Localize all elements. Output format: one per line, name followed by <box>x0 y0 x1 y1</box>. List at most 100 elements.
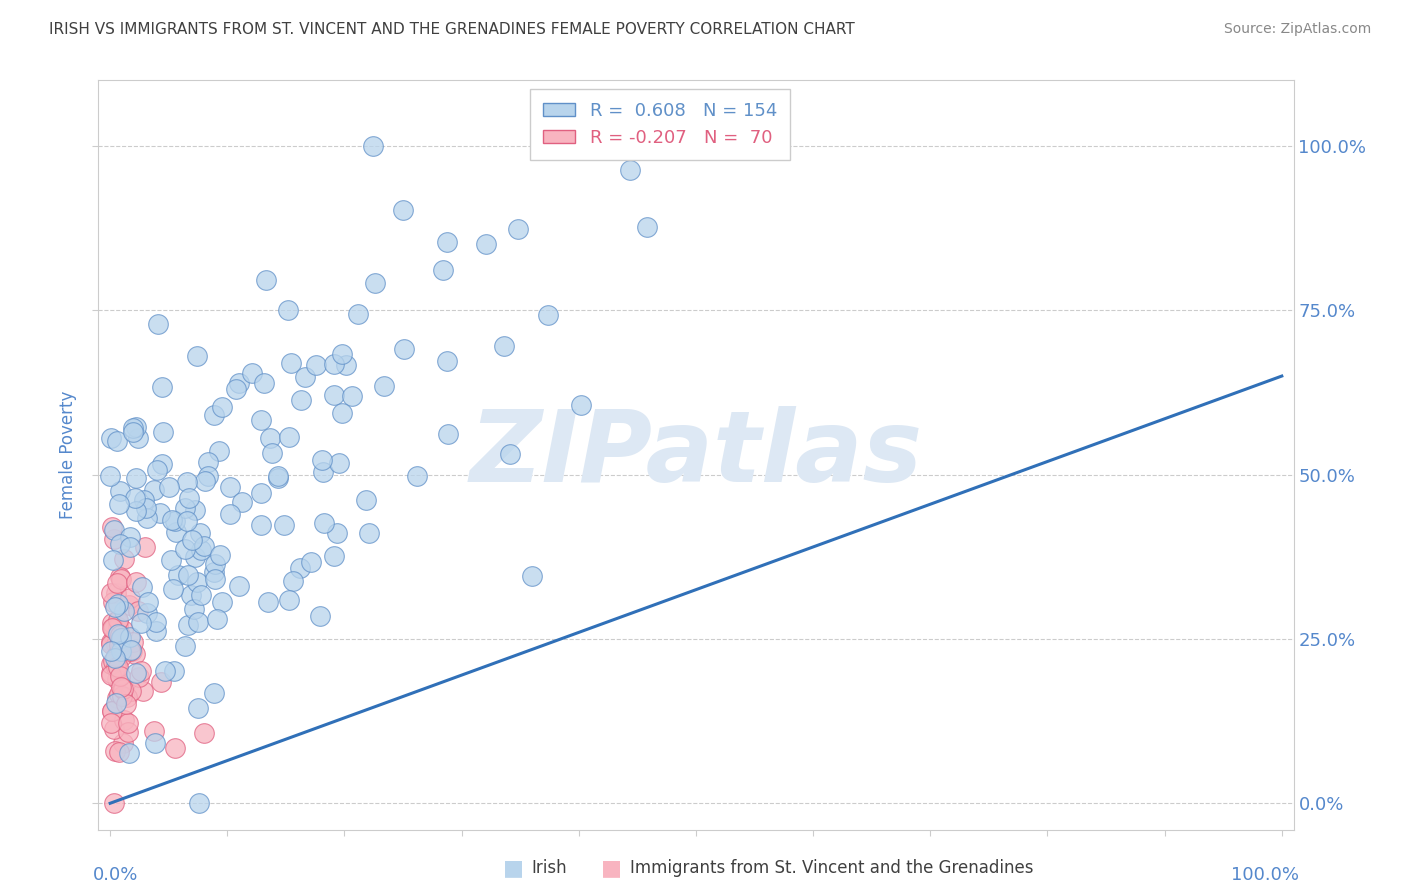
Point <box>145 624 167 638</box>
Point <box>129 616 152 631</box>
Point <box>104 586 127 600</box>
Point <box>326 525 349 540</box>
Point <box>136 606 159 620</box>
Point <box>280 356 302 370</box>
Point <box>100 431 122 445</box>
Point <box>197 455 219 469</box>
Text: ■: ■ <box>503 858 523 878</box>
Point <box>260 445 283 459</box>
Text: 0.0%: 0.0% <box>93 865 138 883</box>
Point <box>110 632 132 646</box>
Point <box>181 533 204 548</box>
Point <box>145 463 167 477</box>
Point <box>104 600 127 615</box>
Point <box>186 350 208 364</box>
Point <box>136 595 159 609</box>
Point <box>569 398 592 412</box>
Point <box>499 447 522 461</box>
Point <box>104 650 127 665</box>
Point <box>120 591 142 606</box>
Legend: R =  0.608   N = 154, R = -0.207   N =  70: R = 0.608 N = 154, R = -0.207 N = 70 <box>530 89 790 160</box>
Point <box>231 494 253 508</box>
Point <box>143 736 166 750</box>
Point <box>187 615 209 629</box>
Point <box>277 593 299 607</box>
Point <box>330 347 353 361</box>
Point <box>108 497 131 511</box>
Point <box>475 237 498 252</box>
Point <box>112 552 135 566</box>
Point <box>107 659 129 673</box>
Point <box>218 480 240 494</box>
Point <box>323 388 346 402</box>
Point <box>132 684 155 698</box>
Point <box>100 666 122 681</box>
Text: Immigrants from St. Vincent and the Grenadines: Immigrants from St. Vincent and the Gren… <box>630 859 1033 877</box>
Point <box>267 469 290 483</box>
Point <box>104 637 127 651</box>
Point <box>101 704 124 718</box>
Text: IRISH VS IMMIGRANTS FROM ST. VINCENT AND THE GRENADINES FEMALE POVERTY CORRELATI: IRISH VS IMMIGRANTS FROM ST. VINCENT AND… <box>49 22 855 37</box>
Point <box>166 567 188 582</box>
Point <box>120 630 142 644</box>
Point <box>101 616 124 631</box>
Point <box>112 604 135 618</box>
Point <box>110 680 132 694</box>
Point <box>118 529 141 543</box>
Point <box>202 686 225 700</box>
Point <box>312 465 335 479</box>
Point <box>288 561 311 575</box>
Point <box>143 723 166 738</box>
Point <box>328 456 350 470</box>
Point <box>194 475 217 489</box>
Point <box>112 736 135 750</box>
Point <box>120 643 142 657</box>
Point <box>228 376 250 390</box>
Point <box>160 553 183 567</box>
Point <box>208 548 231 562</box>
Point <box>373 379 395 393</box>
Point <box>294 369 316 384</box>
Point <box>432 262 454 277</box>
Point <box>117 690 139 704</box>
Point <box>187 701 209 715</box>
Point <box>202 565 225 579</box>
Point <box>100 585 122 599</box>
Point <box>108 570 131 584</box>
Point <box>134 541 156 555</box>
Point <box>283 574 305 589</box>
Point <box>257 595 280 609</box>
Point <box>174 542 197 557</box>
Point <box>107 597 129 611</box>
Point <box>177 491 200 505</box>
Point <box>103 553 125 567</box>
Point <box>250 517 273 532</box>
Point <box>118 598 141 612</box>
Point <box>149 506 172 520</box>
Point <box>359 526 381 541</box>
Point <box>208 443 231 458</box>
Point <box>103 722 125 736</box>
Point <box>108 687 131 701</box>
Point <box>100 643 122 657</box>
Point <box>100 637 122 651</box>
Point <box>110 628 132 642</box>
Point <box>125 575 148 590</box>
Point <box>184 549 207 564</box>
Point <box>124 419 146 434</box>
Point <box>129 664 152 678</box>
Point <box>143 483 166 497</box>
Point <box>536 309 558 323</box>
Point <box>111 623 134 637</box>
Point <box>136 511 159 525</box>
Point <box>103 532 125 546</box>
Point <box>165 525 187 540</box>
Point <box>290 393 312 408</box>
Point <box>186 574 208 589</box>
Point <box>100 704 122 718</box>
Point <box>125 665 148 680</box>
Text: Source: ZipAtlas.com: Source: ZipAtlas.com <box>1223 22 1371 37</box>
Point <box>152 425 174 440</box>
Point <box>311 452 333 467</box>
Point <box>124 491 146 506</box>
